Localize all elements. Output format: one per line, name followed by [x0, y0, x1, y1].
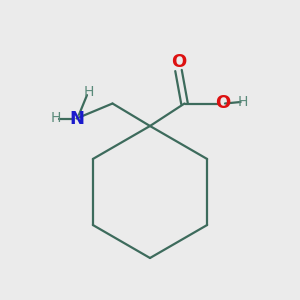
Text: N: N — [69, 110, 84, 128]
Text: H: H — [83, 85, 94, 98]
Text: H: H — [238, 95, 248, 109]
Text: O: O — [216, 94, 231, 112]
Text: O: O — [171, 53, 186, 71]
Text: H: H — [50, 112, 61, 125]
